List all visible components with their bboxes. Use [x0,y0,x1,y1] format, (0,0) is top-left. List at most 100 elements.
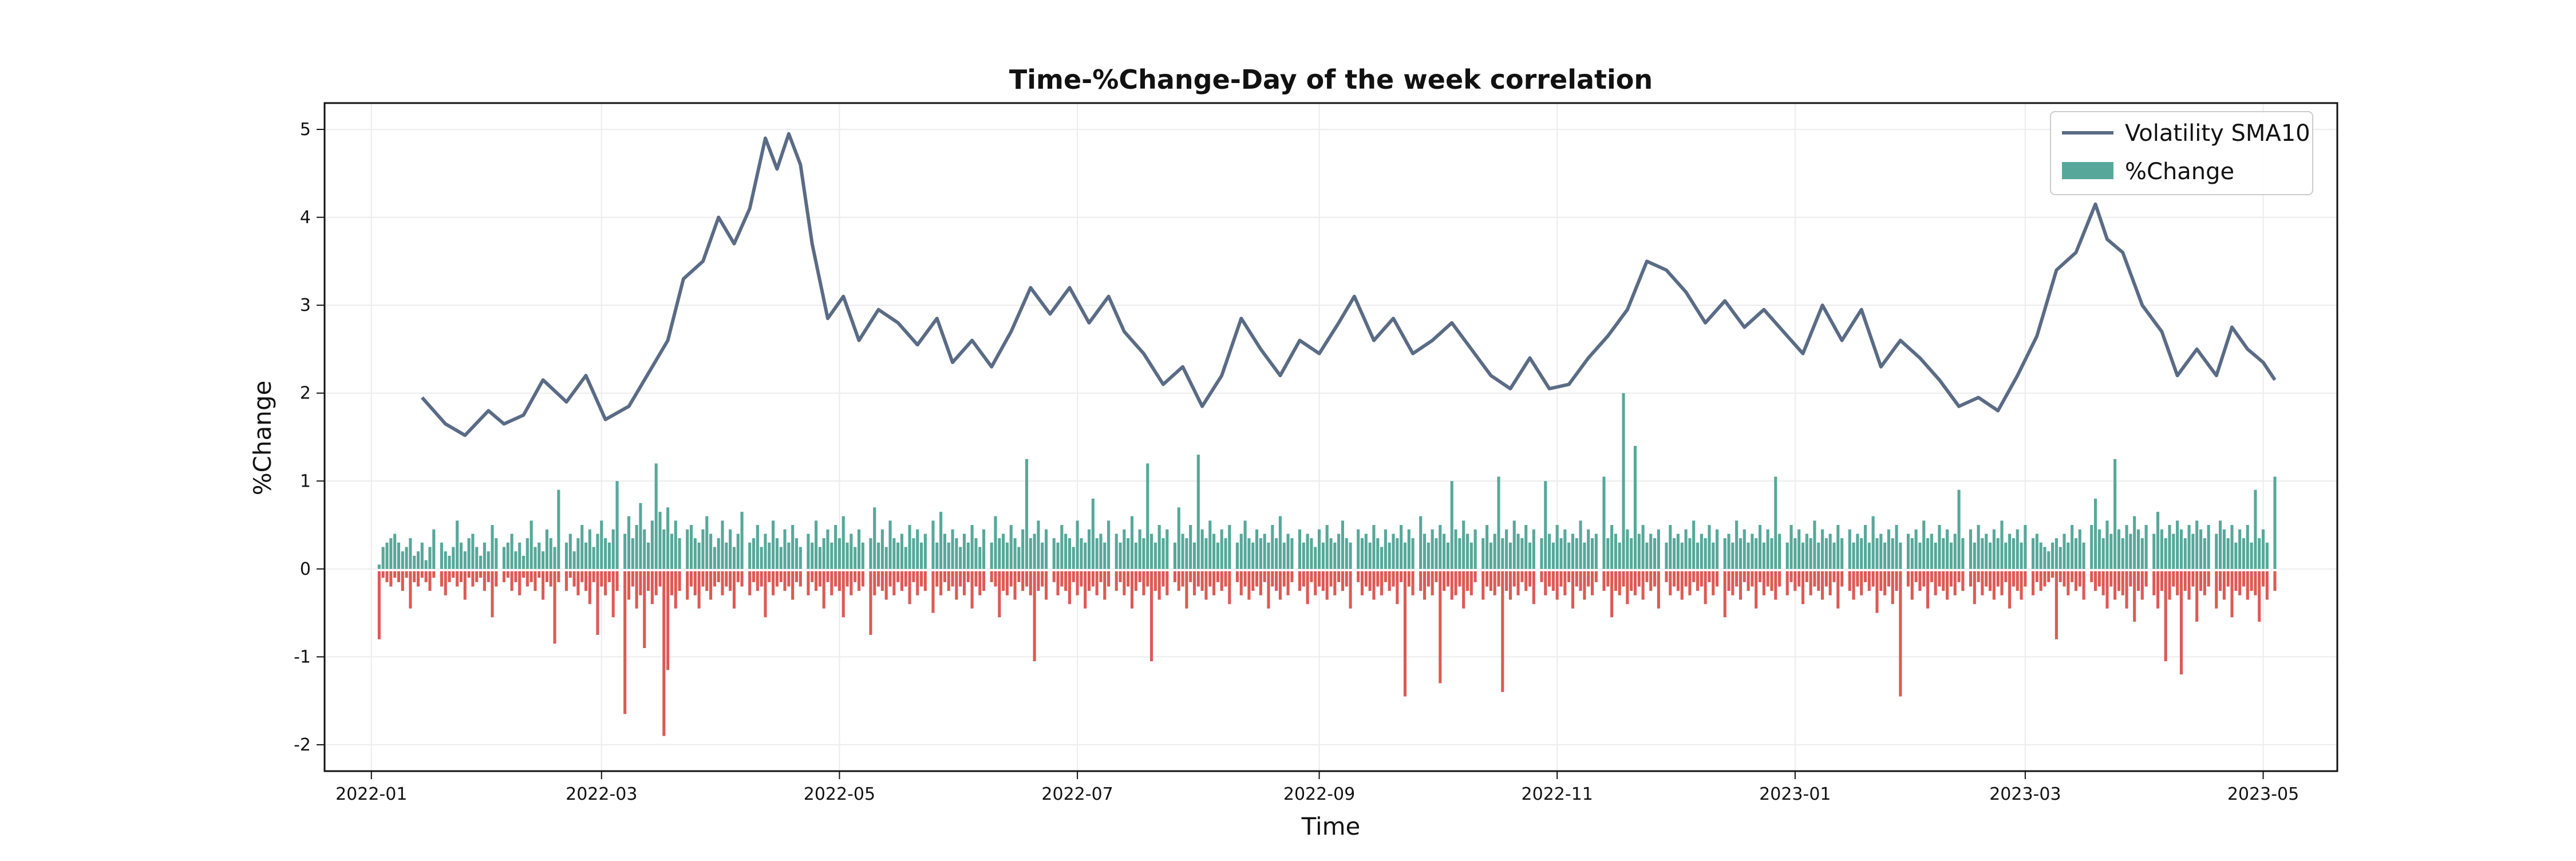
bar-positive [1618,542,1621,569]
bar-negative [1263,571,1266,582]
bar-negative [1196,571,1200,587]
bar-negative [1840,571,1844,587]
bar-positive [951,529,954,569]
bar-negative [1836,571,1840,609]
bar-negative [1485,571,1489,587]
bar-positive [1458,538,1461,569]
bar-negative [1622,571,1625,587]
bar-positive [1208,520,1212,569]
bar-positive [837,538,841,569]
bar-negative [1696,571,1700,591]
bar-positive [1930,534,1933,569]
bar-positive [1224,538,1227,569]
bar-negative [1797,571,1801,587]
bar-negative [1852,571,1855,600]
bar-positive [1934,542,1937,569]
bar-positive [1700,534,1703,569]
bar-negative [600,571,603,587]
bar-negative [2047,571,2050,582]
bar-positive [588,529,591,569]
bar-positive [2258,538,2261,569]
bar-negative [1134,571,1137,591]
bar-positive [1875,538,1879,569]
bar-negative [721,571,724,595]
bar-positive [1228,525,1231,569]
bar-positive [861,542,864,569]
bar-positive [557,489,560,569]
bar-positive [709,534,713,569]
bar-positive [1419,516,1423,569]
bar-positive [830,542,833,569]
bar-negative [1540,571,1543,582]
bar-negative [1692,571,1696,582]
bar-negative [1875,571,1879,613]
bar-negative [1848,571,1851,591]
bar-negative [1349,571,1352,609]
bar-positive [811,542,814,569]
bar-positive [2047,551,2050,569]
bar-negative [713,571,716,587]
bar-negative [1559,571,1563,587]
bar-negative [1286,571,1290,595]
bar-negative [385,571,389,582]
bar-negative [549,571,552,587]
bar-positive [791,525,795,569]
bar-positive [576,538,580,569]
bar-positive [607,542,611,569]
bar-negative [1041,571,1044,587]
bar-positive [1992,529,1996,569]
bar-negative [970,571,974,609]
bar-negative [1735,571,1739,587]
bar-negative [2101,571,2105,595]
bar-positive [1895,525,1898,569]
bar-negative [916,571,919,595]
bar-negative [584,571,588,591]
bar-negative [1548,571,1551,587]
bar-negative [1192,571,1196,595]
bar-negative [846,571,849,587]
bar-positive [538,542,541,569]
bar-negative [1228,571,1231,605]
bar-positive [1349,542,1352,569]
bar-positive [1610,525,1614,569]
bar-positive [1770,538,1773,569]
bar-negative [1072,571,1075,582]
bar-positive [467,538,471,569]
bar-negative [1091,571,1095,587]
bar-positive [650,520,654,569]
bar-positive [1879,534,1883,569]
bar-negative [1255,571,1259,587]
bar-negative [873,571,876,595]
bar-negative [919,571,923,587]
bar-negative [2078,571,2081,587]
bar-negative [1119,571,1122,582]
bar-negative [413,571,416,582]
bar-negative [857,571,861,591]
bar-negative [1392,571,1395,587]
bar-negative [1813,571,1816,587]
bar-positive [1567,542,1571,569]
bar-negative [815,571,818,591]
bar-negative [2183,571,2187,591]
bar-positive [393,534,397,569]
bar-negative [1716,571,1719,587]
bar-positive [2265,542,2269,569]
bar-positive [1793,538,1797,569]
bar-positive [1883,542,1887,569]
bar-positive [1473,529,1477,569]
bar-positive [2012,538,2015,569]
x-tick-label: 2022-01 [335,784,407,804]
bar-positive [1614,534,1617,569]
bar-positive [955,538,958,569]
bar-negative [2031,571,2035,595]
bar-positive [1396,538,1399,569]
bar-positive [409,538,412,569]
bar-positive [748,542,752,569]
bar-negative [393,571,397,578]
bar-positive [1368,542,1372,569]
bar-positive [888,520,892,569]
bar-positive [1439,525,1442,569]
bar-negative [670,571,673,595]
bar-positive [1255,529,1259,569]
bar-negative [2246,571,2249,600]
